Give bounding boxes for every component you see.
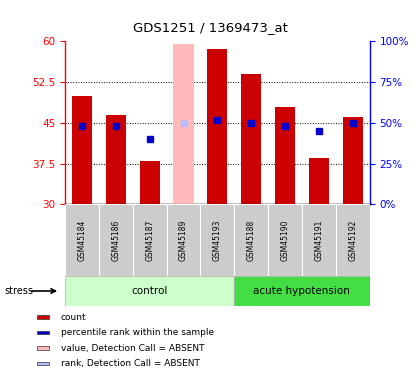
Bar <box>65 204 99 276</box>
Text: percentile rank within the sample: percentile rank within the sample <box>60 328 214 337</box>
Text: GSM45187: GSM45187 <box>145 219 154 261</box>
Text: count: count <box>60 313 86 322</box>
Text: GSM45188: GSM45188 <box>247 219 256 261</box>
Bar <box>133 204 167 276</box>
Bar <box>268 204 302 276</box>
Text: GDS1251 / 1369473_at: GDS1251 / 1369473_at <box>133 21 287 34</box>
Text: acute hypotension: acute hypotension <box>254 286 350 296</box>
Text: GSM45184: GSM45184 <box>78 219 87 261</box>
Text: GSM45189: GSM45189 <box>179 219 188 261</box>
Bar <box>72 96 92 204</box>
Bar <box>234 204 268 276</box>
Bar <box>343 117 363 204</box>
Text: value, Detection Call = ABSENT: value, Detection Call = ABSENT <box>60 344 204 352</box>
Text: GSM45193: GSM45193 <box>213 219 222 261</box>
Bar <box>309 158 329 204</box>
Bar <box>200 204 234 276</box>
Bar <box>139 161 160 204</box>
Bar <box>207 50 228 204</box>
Bar <box>65 276 234 306</box>
Bar <box>106 115 126 204</box>
Bar <box>99 204 133 276</box>
Text: GSM45190: GSM45190 <box>281 219 289 261</box>
Bar <box>241 74 261 204</box>
Text: stress: stress <box>4 286 33 296</box>
Bar <box>37 315 50 319</box>
Text: GSM45191: GSM45191 <box>314 219 323 261</box>
Bar <box>37 331 50 334</box>
Text: GSM45192: GSM45192 <box>348 219 357 261</box>
Text: control: control <box>131 286 168 296</box>
Bar <box>167 204 200 276</box>
Bar <box>275 106 295 204</box>
Bar <box>173 44 194 204</box>
Text: GSM45186: GSM45186 <box>111 219 121 261</box>
Bar <box>37 346 50 350</box>
Bar <box>336 204 370 276</box>
Text: rank, Detection Call = ABSENT: rank, Detection Call = ABSENT <box>60 359 199 368</box>
Bar <box>302 204 336 276</box>
Bar <box>234 276 370 306</box>
Bar <box>37 362 50 365</box>
